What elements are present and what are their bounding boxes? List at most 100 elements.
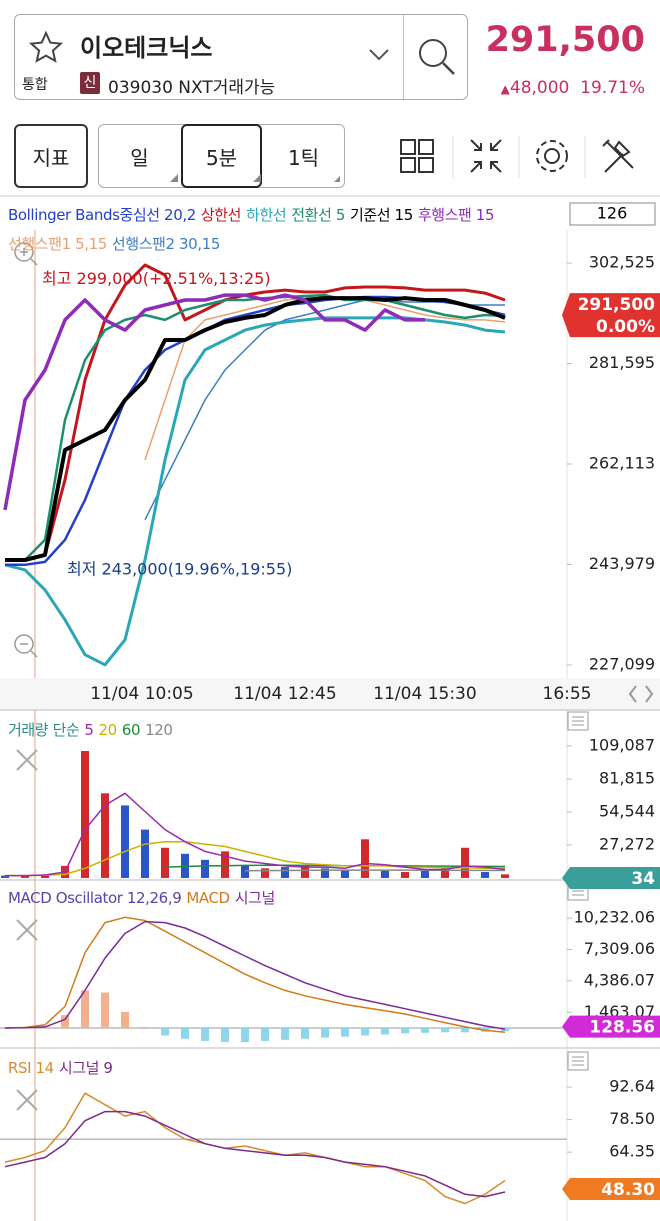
- period-button-selected[interactable]: 5분: [181, 124, 262, 188]
- price-change: ▲48,000 19.71%: [501, 78, 645, 98]
- legend: MACD Oscillator 12,26,9 MACD 시그널: [8, 884, 280, 913]
- series-line: [5, 792, 506, 877]
- divider: [403, 15, 404, 99]
- legend-item: 20: [98, 721, 118, 739]
- bar: [241, 865, 249, 878]
- plot: [4, 1092, 506, 1205]
- period-button[interactable]: 1틱: [287, 145, 320, 170]
- search-box[interactable]: [14, 14, 468, 100]
- series-line: [4, 916, 506, 1034]
- bar: [121, 1011, 129, 1029]
- bar: [341, 1028, 349, 1037]
- bar: [41, 874, 49, 878]
- period-button[interactable]: 일: [130, 145, 149, 170]
- x-axis-band: [0, 678, 660, 710]
- bar: [21, 875, 29, 878]
- x-tick-label: 16:55: [543, 684, 592, 704]
- bar: [221, 1028, 229, 1042]
- price-tag-label: 128.56: [589, 1018, 655, 1038]
- x-tick-label: 11/04 15:30: [373, 684, 476, 704]
- series-line: [5, 263, 506, 562]
- credit-badge: 신: [80, 72, 100, 94]
- bar: [241, 1028, 249, 1042]
- plot: [1, 750, 509, 878]
- series-line: [4, 1110, 506, 1198]
- indicator-button[interactable]: 지표: [14, 124, 88, 188]
- price-tag-label: 48.30: [601, 1180, 655, 1200]
- count-box: [569, 202, 656, 226]
- bar: [481, 871, 489, 878]
- annotation: 최고 299,000(+2.51%,13:25): [42, 269, 271, 288]
- bar: [401, 1028, 409, 1034]
- y-tick-label: 81,815: [599, 769, 655, 788]
- scroll-icon[interactable]: [628, 685, 654, 703]
- change-amount: 48,000: [509, 78, 570, 98]
- close-icons[interactable]: [16, 749, 38, 1111]
- bar: [321, 868, 329, 878]
- series-line: [5, 840, 505, 877]
- bar: [381, 1028, 389, 1035]
- zoom-icons[interactable]: [14, 242, 38, 658]
- legend-item: 5: [84, 721, 94, 739]
- price-tag-label: 291,500: [578, 295, 656, 315]
- bar: [441, 868, 449, 878]
- bar: [181, 1028, 189, 1039]
- legend-item: 시그널 9: [58, 1059, 113, 1077]
- y-tick-label: 262,113: [589, 454, 655, 473]
- bar: [121, 805, 129, 878]
- price-tag: [562, 293, 660, 338]
- y-tick-label: 227,099: [589, 654, 655, 673]
- code-info: 039030 NXT거래가능: [108, 78, 276, 98]
- y-tick-label: 64.35: [609, 1142, 655, 1161]
- series-line: [244, 869, 506, 872]
- bar: [101, 793, 109, 878]
- bar: [321, 1028, 329, 1038]
- legend-item: 하한선: [246, 206, 287, 224]
- bar: [361, 1028, 369, 1036]
- bar: [301, 1028, 309, 1039]
- bar: [61, 1015, 69, 1029]
- bar: [341, 869, 349, 878]
- price-tag-change: 0.00%: [596, 317, 655, 337]
- bar: [141, 829, 149, 878]
- legend-item: Bollinger Bands중심선 20,2: [8, 206, 196, 224]
- bar: [161, 847, 169, 878]
- legend-item: 120: [145, 721, 173, 739]
- y-tick-label: 78.50: [609, 1109, 655, 1128]
- legend: RSI 14 시그널 9: [8, 1054, 118, 1083]
- legend-item: 후행스팬 15: [417, 206, 495, 224]
- y-tick-label: 10,232.06: [574, 907, 655, 926]
- dropdown-icon[interactable]: [368, 48, 390, 62]
- bar: [201, 1028, 209, 1041]
- price-tag-label: 34: [631, 869, 655, 889]
- bar: [281, 1028, 289, 1040]
- bar: [81, 750, 89, 878]
- submenu-markers: [170, 174, 340, 182]
- bar: [141, 1026, 149, 1029]
- legend: Bollinger Bands중심선 20,2 상한선 하한선 전환선 5 기준선 15…: [8, 201, 499, 259]
- x-tick-label: 11/04 12:45: [233, 684, 336, 704]
- change-rate: 19.71%: [580, 78, 645, 98]
- y-tick-label: 281,595: [589, 353, 655, 372]
- price-tag: [562, 866, 660, 889]
- y-tick-label: 92.64: [609, 1077, 655, 1096]
- current-price: 291,500: [485, 20, 645, 60]
- toolbar-icons[interactable]: [395, 132, 655, 182]
- bar: [221, 851, 229, 878]
- star-icon[interactable]: [28, 30, 64, 66]
- bar: [101, 992, 109, 1029]
- market-label: 통합: [22, 77, 48, 93]
- bar: [201, 859, 209, 878]
- bar: [301, 865, 309, 878]
- price-tag: [562, 1178, 660, 1201]
- bar: [501, 1028, 509, 1032]
- menu-icons[interactable]: [567, 711, 589, 1071]
- series-line: [4, 316, 506, 667]
- bar: [401, 871, 409, 878]
- search-icon[interactable]: [416, 36, 458, 78]
- bar: [161, 1028, 169, 1036]
- legend-item: 기준선 15: [349, 206, 413, 224]
- bar: [461, 1028, 469, 1033]
